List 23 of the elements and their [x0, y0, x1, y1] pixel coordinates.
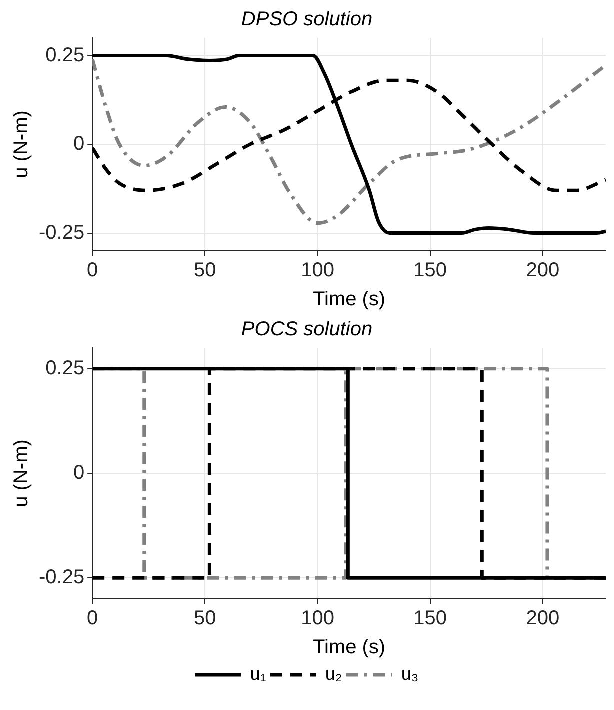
y-tick-label: -0.25 — [38, 222, 85, 244]
y-tick-label: 0 — [73, 462, 85, 484]
x-tick-label: 150 — [414, 608, 448, 630]
x-axis-title: Time (s) — [313, 636, 386, 659]
x-tick-label: 100 — [301, 608, 334, 630]
y-axis-title: u (N-m) — [10, 110, 33, 178]
legend-label: u₃ — [401, 664, 419, 684]
x-axis-title: Time (s) — [313, 288, 386, 311]
legend-label: u₂ — [325, 664, 342, 684]
x-tick-label: 200 — [526, 260, 560, 282]
y-tick-label: 0 — [73, 133, 85, 156]
x-tick-label: 150 — [414, 260, 448, 282]
x-tick-label: 50 — [194, 260, 216, 282]
y-tick-label: 0.25 — [46, 357, 85, 380]
legend-label: u₁ — [250, 664, 266, 684]
y-tick-label: 0.25 — [46, 44, 85, 66]
chart-title: DPSO solution — [241, 8, 373, 31]
y-tick-label: -0.25 — [38, 566, 85, 589]
x-tick-label: 100 — [301, 260, 334, 282]
y-axis-title: u (N-m) — [10, 440, 33, 508]
x-tick-label: 50 — [194, 608, 216, 630]
x-tick-label: 200 — [526, 608, 560, 630]
chart-title: POCS solution — [241, 318, 373, 341]
